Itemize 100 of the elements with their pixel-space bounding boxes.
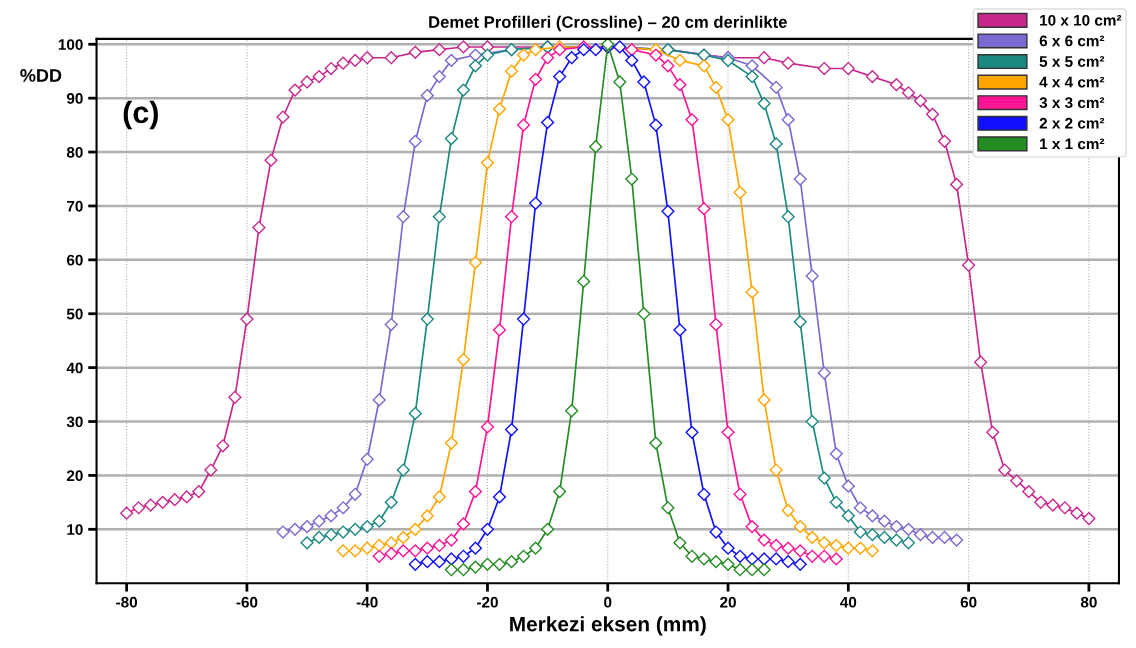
point: [697, 202, 711, 216]
point: [721, 113, 735, 127]
point: [745, 285, 759, 299]
point: [384, 317, 398, 332]
point: [180, 490, 194, 504]
point: [937, 134, 952, 148]
point: [432, 210, 446, 224]
point: [468, 484, 483, 499]
point: [516, 312, 531, 326]
point: [721, 425, 735, 439]
point: [685, 113, 699, 127]
point: [733, 549, 747, 563]
point: [372, 549, 386, 563]
point: [805, 549, 819, 563]
y-tick-label: 100: [58, 39, 83, 50]
point: [456, 563, 471, 577]
point: [360, 452, 374, 466]
point: [685, 549, 699, 563]
point: [492, 490, 507, 504]
point: [456, 83, 471, 97]
point: [781, 210, 795, 224]
point: [408, 557, 422, 571]
point: [480, 48, 495, 62]
point: [444, 436, 458, 450]
y-tick-label: 50: [66, 308, 83, 320]
point: [288, 83, 302, 97]
point: [264, 153, 278, 167]
point: [420, 88, 434, 103]
point: [360, 51, 374, 65]
point: [1034, 495, 1048, 509]
point: [541, 522, 555, 536]
point: [396, 463, 410, 477]
point: [757, 51, 771, 65]
point: [937, 530, 952, 544]
point: [120, 506, 134, 520]
point: [324, 528, 338, 542]
point: [841, 509, 855, 523]
point: [372, 514, 386, 528]
x-tick-label: -40: [356, 596, 378, 608]
point: [348, 544, 362, 558]
point: [408, 522, 422, 536]
point: [757, 552, 771, 566]
point: [396, 544, 410, 558]
point: [288, 522, 302, 536]
legend-label: 1 x 1 cm²: [1040, 138, 1105, 150]
point: [865, 509, 879, 523]
point: [468, 560, 483, 574]
point: [192, 484, 206, 499]
point: [1058, 501, 1072, 515]
point: [781, 541, 795, 555]
point: [613, 75, 627, 89]
point: [420, 555, 434, 569]
point: [769, 80, 783, 94]
point: [661, 501, 675, 515]
point: [384, 546, 398, 561]
point: [432, 70, 446, 84]
point: [733, 563, 747, 577]
y-tick-label: 40: [66, 362, 83, 374]
point: [312, 70, 326, 84]
point: [962, 258, 976, 272]
point: [986, 425, 1000, 439]
y-tick-label: 70: [67, 200, 83, 212]
point: [721, 541, 735, 555]
point: [444, 53, 458, 68]
point: [432, 538, 446, 553]
point: [637, 307, 651, 321]
point: [492, 557, 507, 571]
point: [781, 113, 795, 127]
point: [817, 549, 831, 563]
point: [901, 86, 916, 100]
point: [817, 61, 831, 76]
point: [925, 530, 940, 544]
point: [781, 503, 795, 518]
point: [541, 115, 555, 130]
point: [480, 156, 495, 170]
point: [817, 366, 831, 380]
point: [408, 406, 422, 421]
point: [504, 210, 519, 224]
x-tick-label: 40: [840, 596, 857, 608]
point: [757, 533, 771, 547]
point: [516, 48, 531, 62]
x-axis-title: Merkezi eksen (mm): [510, 616, 706, 636]
point: [709, 80, 723, 94]
point: [372, 538, 386, 553]
point: [829, 552, 843, 566]
point: [685, 425, 699, 439]
point: [673, 536, 687, 550]
point: [468, 59, 483, 73]
point: [733, 487, 747, 501]
point: [444, 131, 458, 146]
point: [396, 210, 410, 224]
point: [769, 463, 783, 477]
point: [529, 72, 543, 86]
point: [204, 463, 218, 477]
point: [492, 102, 507, 116]
point: [709, 525, 723, 539]
point: [673, 323, 687, 337]
point: [324, 61, 338, 76]
point: [793, 520, 807, 534]
x-tick-label: -20: [477, 596, 498, 608]
